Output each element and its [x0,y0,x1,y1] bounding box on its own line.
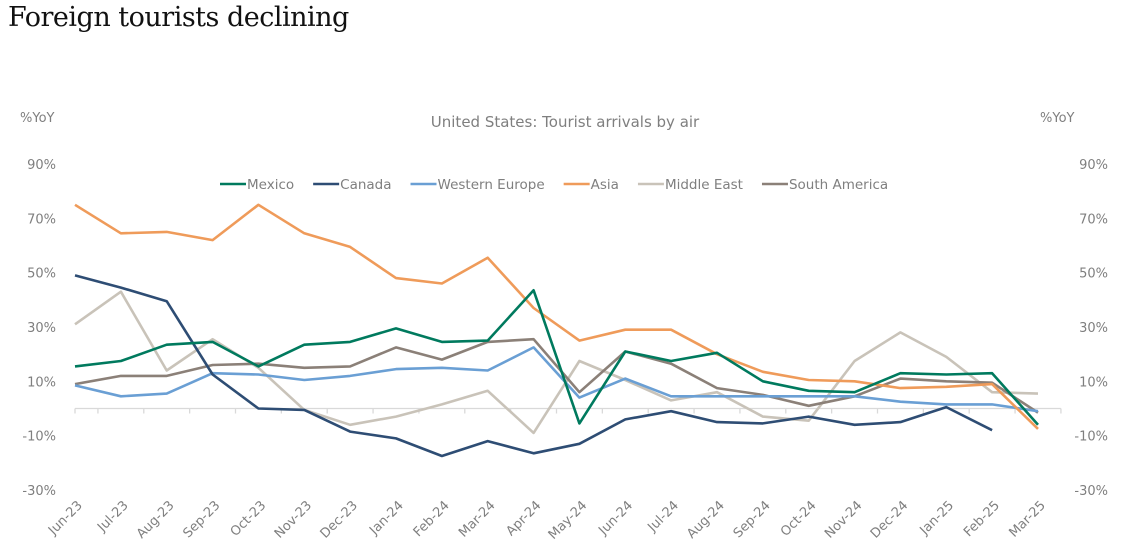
series-line-western-europe [74,346,1039,413]
x-tick-label: Mar-24 [456,498,498,540]
x-tick-label: Sep-24 [731,498,774,541]
legend-item: South America [761,177,888,193]
legend-label: Asia [591,177,619,193]
chart-title: United States: Tourist arrivals by air [431,113,700,131]
legend-item: Mexico [220,177,294,193]
x-axis: Jun-23 Jul-23 Aug-23 Sep-23 Oct-23 Nov-23 Dec-… [45,407,1062,543]
x-tick-label: Jul-24 [645,498,682,535]
x-tick-label: Jun-23 [45,498,86,539]
headline: Foreign tourists declining [8,2,349,33]
y-axis-label-right: %YoY [1040,111,1075,126]
x-tick-label: Dec-23 [318,498,361,541]
x-tick-label: Sep-23 [180,498,223,541]
y-tick-label-right: 70% [1079,212,1108,227]
x-tick-label: Feb-25 [961,498,1003,540]
x-tick-label: Jan-25 [917,498,958,539]
series-line-canada [74,274,993,458]
legend-item: Western Europe [410,177,545,193]
y-tick-label-right: -10% [1074,430,1108,445]
y-tick-label-right: -30% [1074,484,1108,499]
x-tick-label: Mar-25 [1006,498,1048,540]
y-tick-label-left: 30% [27,321,56,336]
legend-label: Middle East [665,177,743,193]
x-tick-label: Jul-23 [94,498,131,535]
x-tick-label: Feb-24 [411,498,453,540]
series-line-south-america [74,337,1039,414]
legend-label: Western Europe [438,177,545,193]
series-line-mexico [74,288,1039,426]
x-tick-label: Nov-24 [822,498,865,541]
x-tick-label: Dec-24 [868,498,911,541]
y-tick-label-left: 90% [27,158,56,173]
y-tick-label-left: 50% [27,267,56,282]
x-tick-label: Oct-23 [228,498,270,540]
x-tick-label: Aug-24 [684,498,728,542]
y-tick-label-right: 30% [1079,321,1108,336]
legend-label: Mexico [247,177,294,193]
legend-item: Canada [313,177,392,193]
y-tick-label-right: 10% [1079,375,1108,390]
y-ticks-left: 90% 70% 50% 30% 10% -10% -30% [22,158,56,499]
y-tick-label-left: -10% [22,430,56,445]
x-tick-label: Oct-24 [778,498,820,540]
x-tick-label: Jan-24 [366,498,407,539]
y-ticks-right: 90% 70% 50% 30% 10% -10% -30% [1074,158,1108,499]
legend-label: South America [789,177,888,193]
legend-label: Canada [340,177,391,193]
y-tick-label-left: -30% [22,484,56,499]
y-tick-label-right: 50% [1079,267,1108,282]
x-tick-label: Jun-24 [595,498,636,539]
x-tick-label: Aug-23 [134,498,178,542]
y-tick-label-right: 90% [1079,158,1108,173]
legend-item: Middle East [637,177,743,193]
x-tick-label: Apr-24 [503,498,544,539]
y-tick-label-left: 10% [27,375,56,390]
y-tick-label-left: 70% [27,212,56,227]
series-line-asia [74,203,1039,430]
legend: Mexico Canada Western Europe Asia Middle Eas… [220,177,888,193]
y-axis-label-left: %YoY [20,111,55,126]
series-lines [74,203,1039,458]
x-tick-label: May-24 [546,498,590,542]
legend-item: Asia [563,177,619,193]
x-tick-label: Nov-23 [272,498,315,541]
